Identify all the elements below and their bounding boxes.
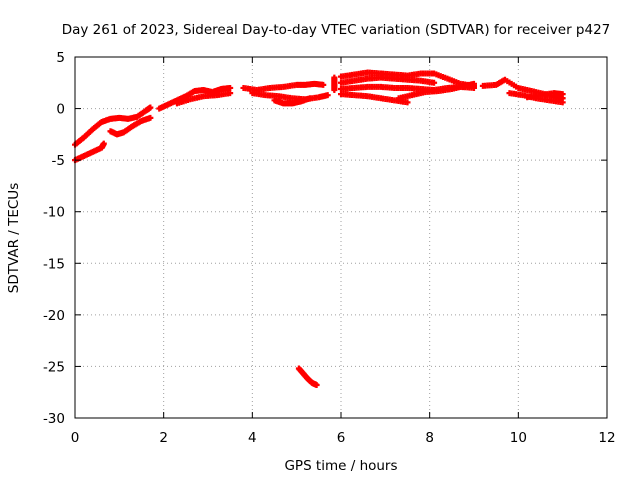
x-tick-label: 4 [248,430,257,446]
data-point [471,80,477,87]
data-point [331,74,338,81]
data-point [559,99,566,106]
y-tick-label: -25 [43,359,65,375]
y-axis-label: SDTVAR / TECUs [6,183,22,293]
y-tick-label: -15 [43,256,65,272]
data-point [559,91,566,98]
data-point [320,81,327,88]
data-track [72,104,154,148]
x-tick-label: 0 [71,430,80,446]
data-track [107,114,154,138]
data-point [313,381,320,388]
y-tick-label: 5 [56,50,65,66]
data-point [147,104,154,111]
axis-ticks: 0 2 4 6 8 10 12 5 0 -5 -10 -15 -20 -25 -30 [43,50,616,446]
data-point [100,140,107,147]
data-point [404,99,411,106]
y-tick-label: -5 [52,153,65,169]
y-tick-label: -20 [43,308,65,324]
x-tick-label: 8 [425,430,434,446]
data-track [331,74,338,94]
x-tick-label: 10 [510,430,527,446]
y-tick-label: -30 [43,411,65,427]
data-point [147,114,154,121]
x-tick-label: 12 [598,430,615,446]
data-track [271,95,313,107]
data-point [227,90,234,97]
data-point [324,92,331,99]
y-tick-label: 0 [56,102,65,118]
x-axis-label: GPS time / hours [284,458,397,474]
y-tick-label: -10 [43,205,65,221]
data-track [72,140,107,164]
x-tick-label: 2 [159,430,168,446]
data-point [306,95,313,102]
data-track [338,74,438,86]
x-tick-label: 6 [337,430,346,446]
data-point [227,84,234,91]
data-track [524,90,566,101]
data-track [295,365,320,388]
chart-title: Day 261 of 2023, Sidereal Day-to-day VTE… [62,22,611,38]
data-point [431,79,438,86]
data-track [173,90,234,107]
data-series [72,69,566,388]
data-track [395,80,477,102]
